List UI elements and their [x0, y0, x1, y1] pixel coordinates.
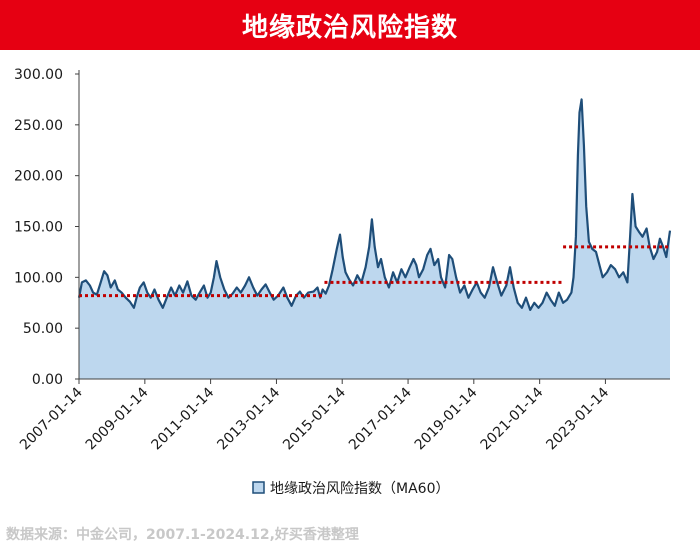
legend: 地缘政治风险指数（MA60） — [252, 481, 449, 497]
series-layer — [77, 98, 672, 380]
x-tick-label: 2013-01-14 — [214, 384, 283, 453]
y-tick-label: 50.00 — [23, 321, 63, 337]
legend-label: 地缘政治风险指数（MA60） — [270, 481, 449, 497]
y-tick-label: 100.00 — [14, 270, 63, 286]
x-tick-label: 2009-01-14 — [83, 384, 152, 453]
source-note: 数据来源：中金公司，2007.1-2024.12,好买香港整理 — [6, 527, 359, 543]
x-tick-label: 2011-01-14 — [149, 384, 218, 453]
x-tick-label: 2019-01-14 — [412, 384, 481, 453]
chart-area: 0.00 50.00 100.00 150.00 200.00 250.00 300.00 … — [0, 50, 700, 520]
x-axis: 2007-01-142009-01-142011-01-142013-01-14… — [17, 379, 612, 453]
area-chart: 0.0050.00100.00150.00200.00250.00300.00 … — [14, 67, 672, 497]
x-tick-label: 2023-01-14 — [543, 384, 612, 453]
x-tick-label: 2007-01-14 — [17, 384, 86, 453]
y-tick-label: 300.00 — [14, 67, 63, 83]
y-tick-label: 0.00 — [32, 372, 63, 388]
axes — [78, 70, 670, 380]
reference-lines — [79, 245, 670, 298]
series-line — [77, 98, 672, 311]
x-tick-label: 2021-01-14 — [478, 384, 547, 453]
title-bar: 地缘政治风险指数 — [0, 0, 700, 50]
y-tick-label: 150.00 — [14, 220, 63, 236]
x-tick-label: 2015-01-14 — [280, 384, 349, 453]
y-axis: 0.00 50.00 100.00 150.00 200.00 250.00 300.00 — [14, 67, 79, 388]
y-tick-label: 250.00 — [14, 118, 63, 134]
page-title: 地缘政治风险指数 — [241, 12, 458, 43]
legend-swatch — [252, 481, 265, 494]
series-area — [79, 99, 670, 380]
y-tick-label: 200.00 — [14, 169, 63, 185]
x-tick-label: 2017-01-14 — [346, 384, 415, 453]
